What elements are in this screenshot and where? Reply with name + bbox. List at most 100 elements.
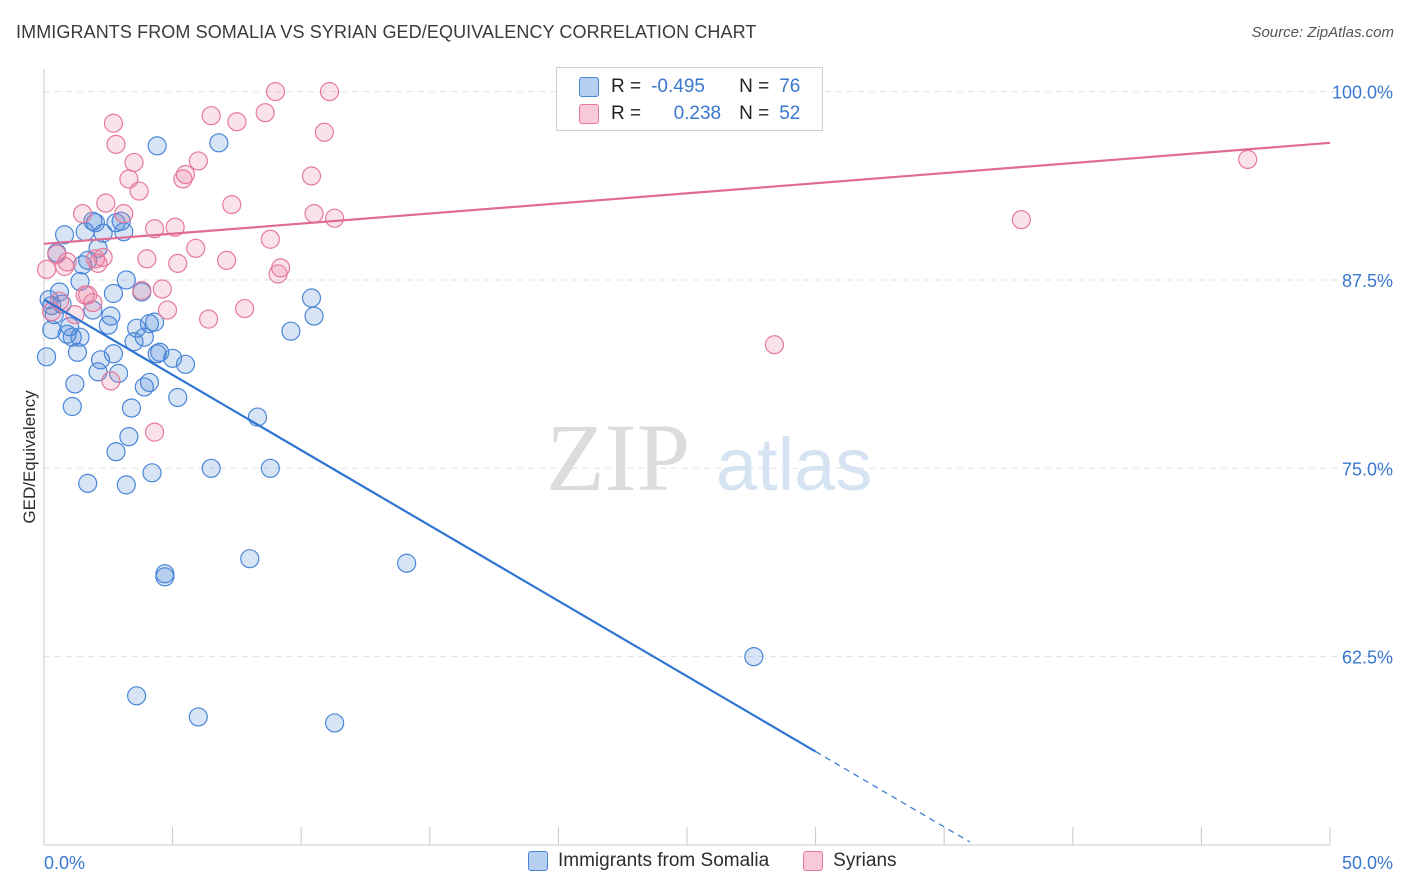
point-syrians	[47, 244, 67, 264]
point-somalia	[106, 442, 126, 462]
legend-r-label: R =	[611, 103, 642, 124]
point-syrians	[325, 208, 345, 228]
point-syrians	[265, 82, 286, 102]
trend-line-somalia-extension	[815, 751, 971, 843]
point-syrians	[132, 280, 152, 301]
point-somalia	[744, 647, 764, 667]
point-somalia	[301, 288, 322, 308]
gridlines	[44, 91, 1392, 658]
point-somalia	[70, 327, 90, 347]
point-syrians	[235, 298, 255, 319]
point-syrians	[83, 292, 103, 313]
series-swatch-syrians	[803, 851, 824, 871]
legend-r-value-syrians: 0.238	[673, 103, 722, 124]
point-somalia	[116, 475, 136, 495]
point-somalia	[304, 306, 324, 326]
point-somalia	[142, 463, 162, 483]
trend-line-syrians	[43, 141, 1331, 245]
point-syrians	[93, 247, 113, 267]
point-somalia	[260, 458, 280, 478]
watermark: ZIP atlas	[546, 404, 872, 511]
point-syrians	[314, 122, 334, 142]
point-syrians	[137, 249, 157, 269]
point-somalia	[397, 553, 417, 573]
point-syrians	[103, 113, 124, 133]
point-syrians	[1238, 149, 1258, 170]
watermark-atlas: atlas	[716, 423, 872, 506]
point-syrians	[144, 422, 165, 442]
y-tick-label: 87.5%	[1342, 271, 1393, 291]
point-somalia	[155, 564, 175, 584]
point-somalia	[325, 713, 345, 733]
point-somalia	[240, 549, 260, 569]
point-syrians	[764, 335, 785, 355]
point-syrians	[124, 152, 144, 173]
legend-swatch-syrians	[579, 104, 599, 124]
point-syrians	[201, 106, 221, 126]
chart-source: Source: ZipAtlas.com	[1251, 24, 1394, 41]
y-axis-label: GED/Equivalency	[20, 390, 39, 524]
point-somalia	[62, 327, 82, 347]
point-syrians	[319, 82, 340, 102]
watermark-zip: ZIP	[546, 404, 690, 511]
y-tick-label: 62.5%	[1342, 648, 1393, 668]
series-swatch-somalia	[528, 851, 548, 871]
point-somalia	[54, 225, 75, 245]
legend-swatch-somalia	[579, 77, 599, 97]
point-somalia	[126, 686, 147, 706]
point-syrians	[175, 164, 196, 185]
point-somalia	[119, 427, 139, 447]
legend-r-label: R =	[611, 76, 642, 97]
point-somalia	[65, 374, 85, 394]
point-syrians	[57, 252, 77, 272]
point-syrians	[271, 258, 291, 278]
x-tick-label: 50.0%	[1342, 853, 1393, 873]
point-syrians	[188, 151, 208, 171]
series-somalia	[36, 133, 764, 733]
legend-n-label: N =	[739, 76, 770, 97]
axis-labels: 62.5% 75.0% 87.5% 100.0% 0.0% 50.0% GED/Equiva…	[20, 83, 1393, 873]
legend-n-value-somalia: 76	[779, 76, 801, 97]
legend-r-value-somalia: -0.495	[651, 76, 705, 97]
point-syrians	[1011, 210, 1031, 230]
point-syrians	[222, 195, 242, 215]
point-syrians	[186, 238, 206, 258]
series-legend-syrians: Syrians	[803, 850, 897, 872]
legend-n-label: N =	[739, 103, 770, 124]
point-syrians	[36, 259, 57, 280]
point-syrians	[96, 193, 116, 213]
point-syrians	[88, 253, 108, 273]
point-somalia	[108, 363, 129, 383]
series-legend: Immigrants from Somalia Syrians	[528, 850, 931, 872]
point-somalia	[144, 312, 165, 332]
point-syrians	[152, 279, 172, 299]
point-syrians	[129, 181, 149, 201]
series-name-somalia: Immigrants from Somalia	[558, 850, 770, 871]
point-syrians	[72, 204, 93, 224]
point-syrians	[199, 309, 219, 329]
point-somalia	[147, 136, 167, 156]
point-somalia	[116, 270, 136, 290]
series-legend-somalia: Immigrants from Somalia	[528, 850, 769, 872]
point-syrians	[165, 217, 185, 237]
point-somalia	[103, 344, 124, 364]
legend-row-somalia: R = -0.495 N = 76	[579, 74, 800, 100]
point-somalia	[209, 133, 229, 153]
trend-lines	[43, 141, 1331, 843]
correlation-legend: R = -0.495 N = 76 R = 0.238 N = 52	[556, 67, 823, 131]
point-syrians	[255, 103, 275, 123]
point-syrians	[106, 134, 126, 154]
point-syrians	[157, 300, 178, 320]
point-somalia	[139, 372, 160, 393]
point-somalia	[83, 300, 103, 320]
point-syrians	[101, 371, 121, 391]
point-somalia	[78, 473, 98, 493]
point-syrians	[227, 112, 247, 132]
point-syrians	[304, 204, 324, 224]
legend-row-syrians: R = 0.238 N = 52	[579, 101, 800, 127]
point-somalia	[121, 398, 142, 418]
point-syrians	[168, 253, 188, 273]
chart-title: IMMIGRANTS FROM SOMALIA VS SYRIAN GED/EQ…	[16, 22, 757, 42]
point-syrians	[217, 250, 237, 270]
